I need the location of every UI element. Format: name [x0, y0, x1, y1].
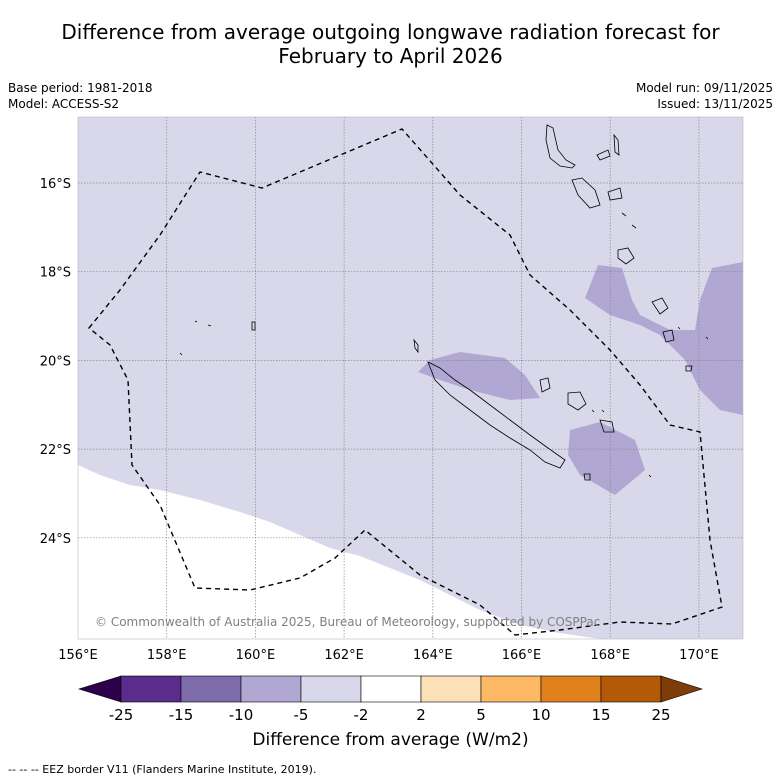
meta-right: Model run: 09/11/2025 Issued: 13/11/2025	[636, 80, 773, 112]
colorbar-tick-label: -15	[169, 706, 194, 724]
ouvea-island	[539, 377, 551, 393]
chesterfield-reef	[251, 321, 256, 331]
colorbar-segment	[360, 675, 422, 703]
reef-islet-3	[179, 352, 183, 356]
meta-left: Base period: 1981-2018 Model: ACCESS-S2	[8, 80, 153, 112]
colorbar-segment	[300, 675, 362, 703]
maewo-island	[613, 133, 620, 156]
lon-tick-label: 158°E	[147, 648, 187, 663]
islet-shepherd-1	[621, 212, 627, 217]
mare-island	[599, 419, 615, 433]
colorbar-tick-label: 2	[416, 706, 426, 724]
islet-far-east	[705, 336, 709, 340]
espiritu-santo	[545, 124, 576, 169]
belep-island	[413, 338, 419, 354]
anomaly-patch-loyalty	[568, 422, 645, 495]
lat-tick-label: 16°S	[40, 177, 71, 192]
aneityum-island	[685, 365, 693, 372]
colorbar-segment	[120, 675, 182, 703]
lon-tick-label: 156°E	[58, 648, 98, 663]
title-line-1: Difference from average outgoing longwav…	[61, 20, 720, 44]
colorbar-segment	[180, 675, 242, 703]
lon-tick-label: 166°E	[502, 648, 542, 663]
islet-east	[677, 326, 681, 330]
colorbar-tick-label: 5	[476, 706, 486, 724]
map-frame	[77, 116, 744, 640]
colorbar-segment	[540, 675, 602, 703]
islet-loyalty-2	[601, 409, 605, 413]
model-name: Model: ACCESS-S2	[8, 97, 120, 111]
lon-tick-label: 162°E	[324, 648, 364, 663]
islet-loyalty-1	[591, 409, 595, 413]
ambrym-island	[607, 187, 623, 201]
ambae-island	[596, 149, 611, 161]
islet-shepherd-2	[631, 224, 637, 229]
lon-tick-label: 164°E	[413, 648, 453, 663]
lon-tick-label: 168°E	[590, 648, 630, 663]
lat-tick-label: 20°S	[40, 354, 71, 369]
title-line-2: February to April 2026	[278, 44, 503, 68]
colorbar-title: Difference from average (W/m2)	[252, 730, 529, 750]
coastlines	[179, 124, 709, 481]
anomaly-patch-vanuatu	[585, 262, 743, 415]
model-run: Model run: 09/11/2025	[635, 81, 773, 95]
copyright-notice: © Commonwealth of Australia 2025, Bureau…	[95, 615, 600, 629]
colorbar-under-arrow	[77, 675, 122, 703]
efate-island	[617, 247, 635, 265]
colorbar-tick-label: -10	[229, 706, 254, 724]
colorbar-tick-label: -25	[109, 706, 134, 724]
lat-tick-label: 18°S	[40, 266, 71, 281]
colorbar-tick-label: 15	[591, 706, 610, 724]
colorbar-segment	[240, 675, 302, 703]
new-caledonia-coast	[427, 361, 566, 469]
colorbar-tick-label: 25	[651, 706, 670, 724]
longitude-labels: 156°E 158°E 160°E 162°E 164°E 166°E 168°E 170°E	[58, 648, 718, 663]
isle-of-pines	[583, 473, 591, 481]
colorbar-segment	[480, 675, 542, 703]
colorbar-segment	[420, 675, 482, 703]
lon-tick-label: 160°E	[236, 648, 276, 663]
eez-footnote: -- -- -- EEZ border V11 (Flanders Marine…	[8, 763, 317, 776]
colorbar-over-arrow	[660, 675, 703, 703]
chart-title: Difference from average outgoing longwav…	[0, 20, 781, 68]
reef-islet-1	[207, 324, 212, 327]
gridlines	[78, 117, 743, 639]
erromango-island	[651, 297, 669, 315]
colorbar-tick-label: 10	[531, 706, 550, 724]
colorbar-tick-label: -5	[294, 706, 309, 724]
reef-islet-2	[194, 320, 198, 323]
lon-tick-label: 170°E	[679, 648, 719, 663]
issued-date: Issued: 13/11/2025	[657, 97, 773, 111]
anomaly-patch-new-caledonia	[418, 352, 540, 400]
tanna-island	[662, 329, 675, 343]
near-zero-area	[78, 465, 600, 639]
lat-tick-label: 22°S	[40, 443, 71, 458]
islet-south	[648, 474, 652, 478]
latitude-labels: 16°S 18°S 20°S 22°S 24°S	[40, 177, 71, 547]
malekula-island	[571, 177, 601, 209]
colorbar-segment	[600, 675, 662, 703]
colorbar: -25 -15 -10 -5 -2 2 5 10 15 25	[77, 675, 703, 724]
lat-tick-label: 24°S	[40, 532, 71, 547]
base-period: Base period: 1981-2018	[8, 81, 153, 95]
lifou-island	[567, 391, 587, 411]
map-area: © Commonwealth of Australia 2025, Bureau…	[78, 117, 743, 639]
colorbar-tick-label: -2	[354, 706, 369, 724]
